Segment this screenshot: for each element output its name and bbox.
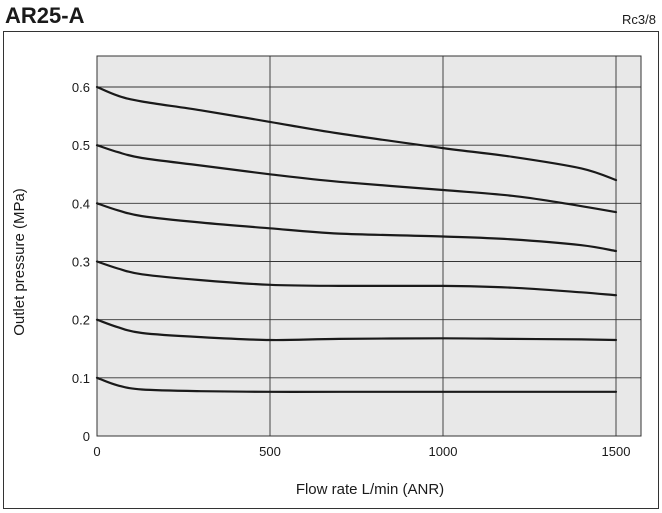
outlet-pressure-chart: 0 0.1 0.2 0.3 0.4 0.5 0.6 0 500 1000 1500 Flow rat… (11, 55, 642, 498)
grid (96, 55, 642, 437)
series-lines (95, 85, 618, 393)
port-size-label: Rc3/8 (622, 12, 656, 27)
x-tick-label: 500 (259, 444, 281, 459)
x-tick-label: 0 (93, 444, 100, 459)
y-tick-label: 0.2 (72, 313, 90, 328)
series-line-1 (95, 85, 618, 182)
y-tick-label: 0.5 (72, 138, 90, 153)
y-tick-label: 0.6 (72, 80, 90, 95)
series-line-5 (95, 318, 618, 342)
series-line-3 (95, 202, 618, 253)
chart-frame: 0 0.1 0.2 0.3 0.4 0.5 0.6 0 500 1000 1500 Flow rat… (3, 31, 659, 509)
series-line-2 (95, 144, 618, 214)
x-axis-label: Flow rate L/min (ANR) (296, 481, 444, 498)
y-axis-label: Outlet pressure (MPa) (11, 188, 28, 336)
x-tick-label: 1500 (602, 444, 631, 459)
y-tick-label: 0.4 (72, 196, 90, 211)
series-line-6 (95, 376, 618, 393)
y-tick-label: 0 (83, 429, 90, 444)
tick-labels: 0 0.1 0.2 0.3 0.4 0.5 0.6 0 500 1000 1500 (72, 80, 631, 459)
series-line-4 (95, 260, 618, 297)
chart-title: AR25-A (5, 3, 85, 28)
x-tick-label: 1000 (429, 444, 458, 459)
y-tick-label: 0.1 (72, 371, 90, 386)
plot-area (96, 55, 642, 437)
y-tick-label: 0.3 (72, 255, 90, 270)
